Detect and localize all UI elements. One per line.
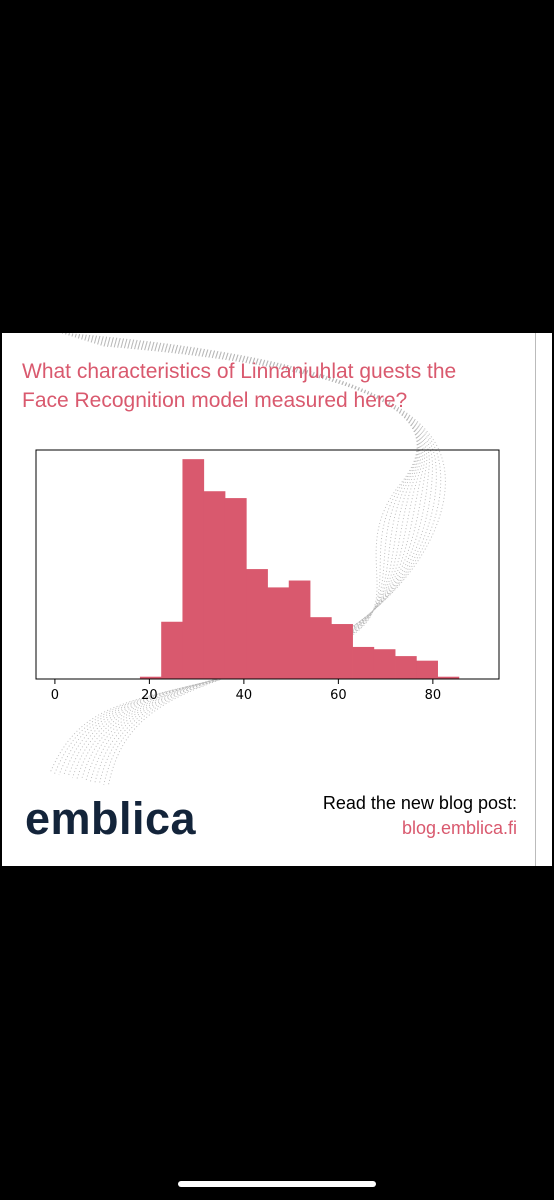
- headline: What characteristics of Linnanjuhlat gue…: [22, 357, 522, 415]
- headline-line-1: What characteristics of Linnanjuhlat gue…: [22, 360, 457, 383]
- promo-card: What characteristics of Linnanjuhlat gue…: [2, 333, 552, 866]
- x-tick-label: 40: [236, 688, 253, 703]
- home-indicator[interactable]: [178, 1181, 376, 1187]
- x-tick-label: 60: [330, 688, 347, 703]
- histogram-bar: [352, 646, 375, 679]
- wave-line: [93, 342, 420, 784]
- x-tick-label: 80: [425, 688, 442, 703]
- blog-cta: Read the new blog post: blog.emblica.fi: [323, 791, 517, 841]
- cta-text: Read the new blog post:: [322, 793, 517, 813]
- wave-line: [97, 343, 419, 785]
- wave-line: [89, 341, 421, 783]
- histogram-bar: [224, 498, 247, 679]
- histogram-bar: [373, 649, 396, 679]
- x-tick-label: 0: [51, 688, 59, 703]
- histogram-bar: [331, 624, 353, 679]
- histogram-bar: [246, 569, 268, 679]
- histogram-bar: [267, 587, 290, 679]
- wave-line: [54, 333, 442, 775]
- histogram-bar: [203, 491, 226, 679]
- plot-frame: [35, 449, 500, 680]
- histogram-bar: [182, 459, 205, 679]
- headline-line-2: Face Recognition model measured here?: [22, 389, 408, 412]
- emblica-logo: emblica: [25, 793, 197, 844]
- histogram-bar: [310, 617, 332, 679]
- histogram-bar: [161, 621, 183, 679]
- histogram-bar: [288, 580, 311, 679]
- card-edge-line: [535, 333, 536, 866]
- blog-link[interactable]: blog.emblica.fi: [401, 818, 517, 838]
- histogram-bar: [437, 676, 460, 679]
- histogram-bar: [395, 656, 417, 679]
- wave-line: [103, 345, 418, 787]
- histogram-bar: [139, 676, 162, 679]
- x-tick-label: 20: [141, 688, 158, 703]
- histogram-bar: [416, 660, 438, 679]
- dotted-wave-decoration: [49, 333, 446, 787]
- histogram-chart: 0 20 40 60 80: [35, 449, 500, 703]
